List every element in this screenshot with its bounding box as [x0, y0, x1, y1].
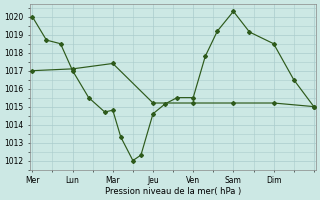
X-axis label: Pression niveau de la mer( hPa ): Pression niveau de la mer( hPa ) — [105, 187, 241, 196]
